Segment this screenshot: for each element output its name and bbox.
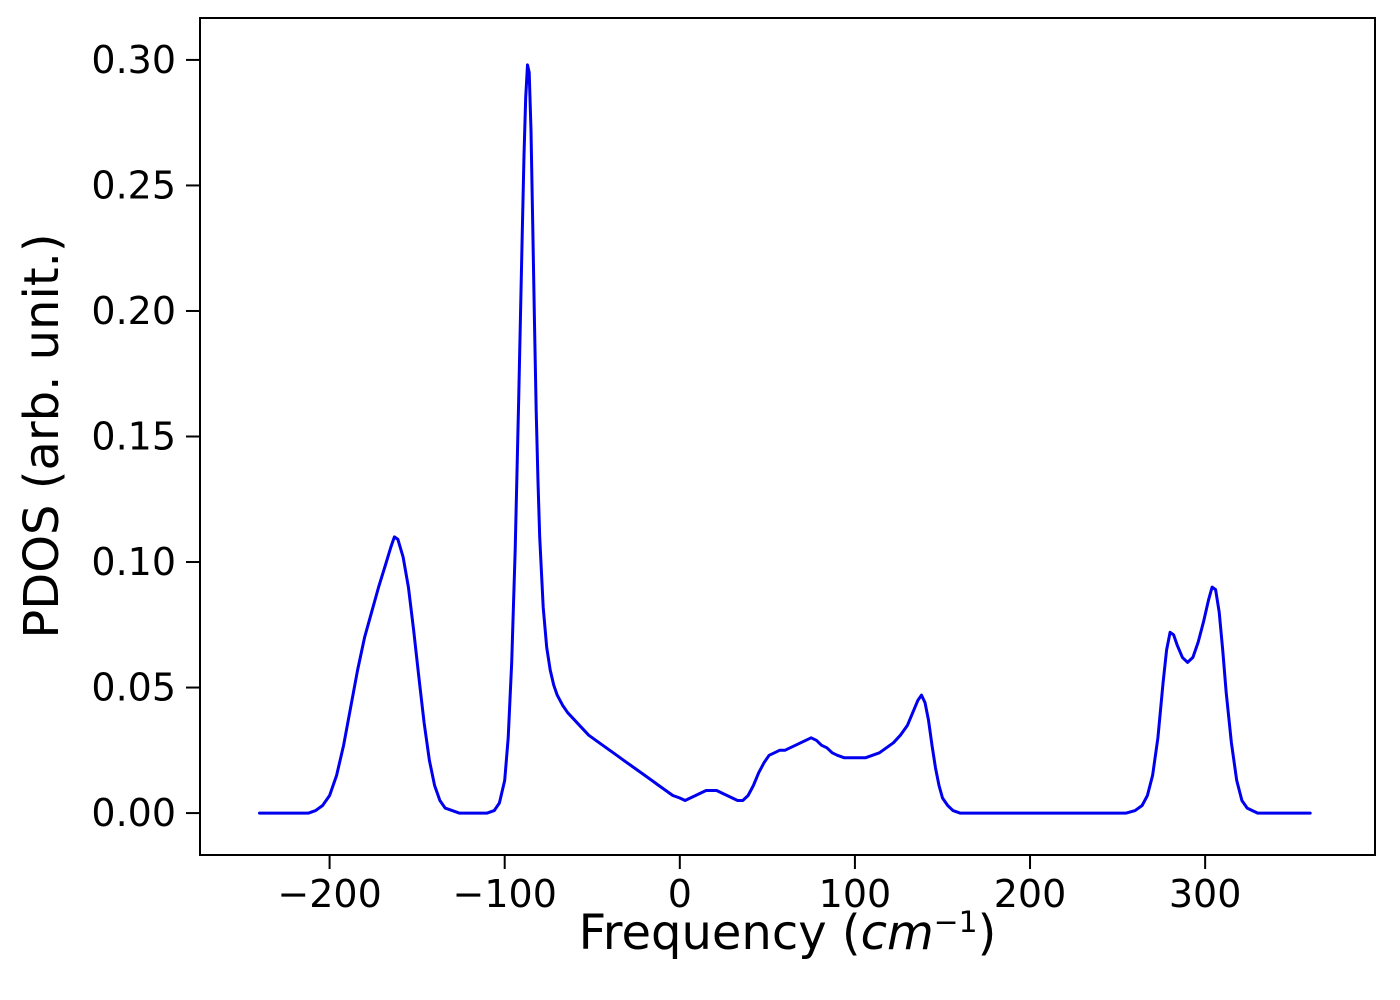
- x-axis-label-variable: cm: [860, 905, 934, 961]
- x-axis-label-prefix: Frequency (: [578, 905, 861, 961]
- axes-frame: [199, 17, 1376, 856]
- x-axis-label-suffix: ): [977, 905, 997, 961]
- y-axis-label: PDOS (arb. unit.): [14, 233, 70, 639]
- x-axis-label-superscript: −1: [933, 905, 978, 940]
- y-tick-label: 0.20: [91, 289, 176, 333]
- x-axis-label: Frequency (cm−1): [200, 905, 1375, 961]
- y-tick-label: 0.00: [91, 791, 176, 835]
- pdos-curve: [258, 63, 1312, 815]
- y-tick-label: 0.25: [91, 163, 176, 207]
- y-tick-label: 0.05: [91, 666, 176, 710]
- x-tick-label: −200: [277, 872, 381, 916]
- y-tick-label: 0.30: [91, 38, 176, 82]
- x-tick-label: 100: [819, 872, 892, 916]
- y-tick-label: 0.15: [91, 415, 176, 459]
- y-tick-label: 0.10: [91, 540, 176, 584]
- x-tick-label: 300: [1169, 872, 1242, 916]
- x-tick-label: 200: [994, 872, 1067, 916]
- x-tick-label: 0: [668, 872, 692, 916]
- x-tick-label: −100: [453, 872, 557, 916]
